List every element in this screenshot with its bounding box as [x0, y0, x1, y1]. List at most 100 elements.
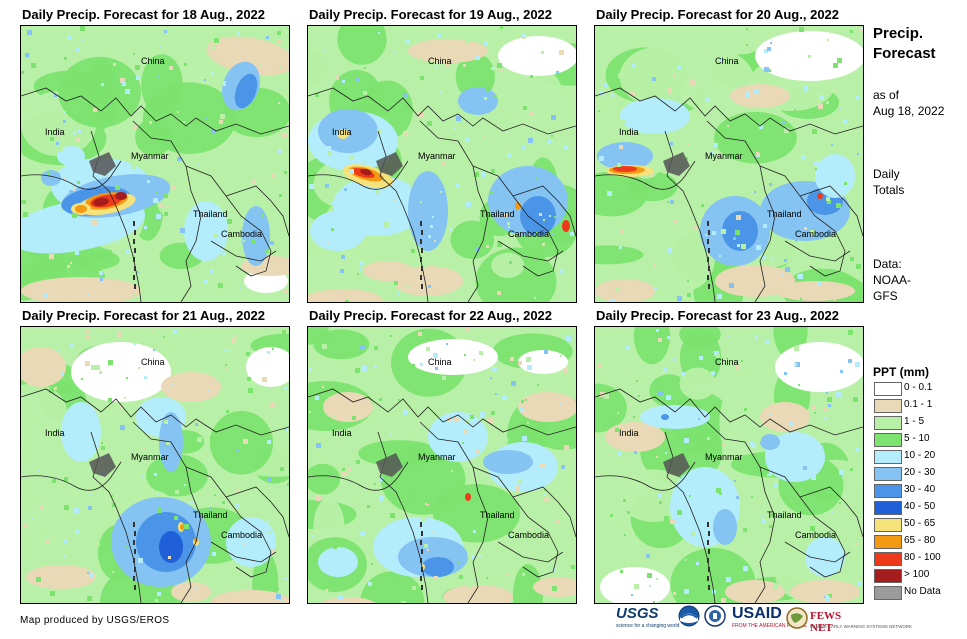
rain-area: [360, 571, 425, 603]
precip-pixel: [667, 248, 672, 253]
precip-pixel: [44, 294, 48, 298]
map-label-china: China: [141, 56, 165, 66]
precip-pixel: [785, 267, 790, 272]
precip-pixel: [342, 468, 345, 471]
precip-pixel: [418, 112, 423, 117]
precip-cell: [206, 36, 289, 76]
rain-area: [679, 367, 716, 400]
precip-cell: [308, 289, 383, 302]
island: [708, 284, 710, 289]
precip-pixel: [658, 391, 663, 396]
precip-pixel: [427, 504, 429, 506]
precip-pixel: [685, 157, 688, 160]
precip-pixel: [821, 84, 826, 89]
map-label-india: India: [332, 428, 352, 438]
precip-pixel: [236, 504, 240, 508]
precip-pixel: [54, 94, 57, 97]
daily-totals-line1: Daily: [873, 167, 900, 181]
island: [134, 266, 136, 271]
island: [707, 239, 709, 244]
precip-pixel: [526, 357, 531, 362]
precip-pixel: [653, 601, 655, 603]
precip-pixel: [764, 67, 769, 72]
precip-pixel: [629, 403, 631, 405]
precip-pixel: [819, 95, 824, 100]
precip-pixel: [225, 364, 227, 366]
precip-pixel: [722, 466, 724, 468]
map-label-china: China: [141, 357, 165, 367]
map-label-cambodia: Cambodia: [508, 229, 550, 239]
precip-pixel: [824, 417, 827, 420]
precip-pixel: [722, 443, 725, 446]
precip-pixel: [486, 577, 488, 579]
precip-pixel: [160, 454, 162, 456]
precip-pixel: [248, 388, 253, 393]
precip-pixel: [322, 386, 324, 388]
precip-pixel: [195, 423, 198, 426]
precip-pixel: [282, 133, 287, 138]
precip-pixel: [705, 234, 707, 236]
precip-pixel: [754, 191, 756, 193]
precip-pixel: [861, 27, 863, 29]
precip-pixel: [419, 36, 424, 41]
precip-pixel: [663, 368, 667, 372]
precip-cell: [661, 414, 669, 420]
precip-cell: [595, 279, 655, 302]
precip-pixel: [506, 573, 509, 576]
precip-pixel: [677, 510, 682, 515]
precip-pixel: [197, 376, 199, 378]
island: [707, 540, 709, 545]
precip-cell: [184, 201, 228, 261]
panel-title: Daily Precip. Forecast for 20 Aug., 2022: [596, 7, 840, 22]
precip-pixel: [745, 92, 750, 97]
precip-pixel: [31, 63, 36, 68]
precip-pixel: [374, 346, 378, 350]
precip-pixel: [612, 124, 615, 127]
precip-pixel: [625, 44, 630, 49]
precip-pixel: [810, 526, 815, 531]
map-label-india: India: [332, 127, 352, 137]
precip-pixel: [163, 336, 165, 338]
country-border: [799, 185, 863, 237]
precip-pixel: [262, 377, 267, 382]
precip-pixel: [272, 348, 274, 350]
rain-area: [66, 467, 105, 523]
rain-area: [21, 383, 68, 446]
island: [421, 567, 423, 572]
rain-area: [21, 492, 66, 561]
island: [420, 239, 422, 244]
precip-pixel: [673, 358, 676, 361]
precip-pixel: [667, 88, 672, 93]
precip-pixel: [114, 85, 119, 90]
precip-pixel: [463, 415, 466, 418]
precip-pixel: [698, 496, 701, 499]
precip-pixel: [356, 460, 360, 464]
country-border: [21, 87, 289, 135]
island: [707, 221, 709, 226]
precip-pixel: [712, 231, 716, 235]
precip-pixel: [88, 506, 92, 510]
rain-area: [44, 26, 84, 53]
map-label-thailand: Thailand: [480, 209, 515, 219]
precip-pixel: [152, 329, 154, 331]
precip-pixel: [359, 261, 364, 266]
usaid-logo: USAID FROM THE AMERICAN PEOPLE: [732, 605, 807, 633]
precip-pixel: [769, 425, 771, 427]
precip-pixel: [267, 477, 272, 482]
precip-pixel: [58, 504, 61, 507]
rain-area: [595, 245, 644, 265]
rain-area: [308, 251, 377, 273]
precip-pixel: [767, 471, 772, 476]
precip-pixel: [771, 513, 775, 517]
precip-pixel: [475, 55, 480, 60]
map-label-china: China: [715, 357, 739, 367]
precip-pixel: [412, 364, 415, 367]
legend-label: 20 - 30: [904, 467, 936, 478]
precip-pixel: [159, 204, 163, 208]
precip-pixel: [497, 291, 501, 295]
legend-label: 1 - 5: [904, 416, 925, 427]
precip-pixel: [710, 151, 714, 155]
legend-item: 0 - 0.1: [873, 380, 965, 397]
precip-pixel: [115, 185, 120, 190]
legend-label: No Data: [904, 586, 941, 597]
